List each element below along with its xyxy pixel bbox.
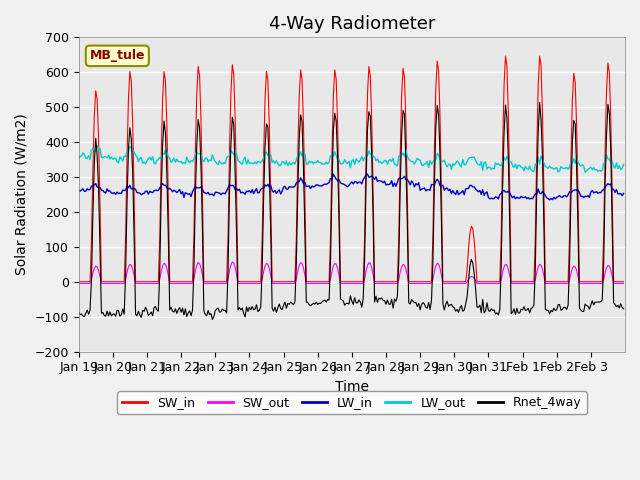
SW_out [465, 276, 472, 282]
SW_out [620, 281, 627, 287]
LW_out [95, 146, 102, 152]
Rnet_4way [75, 309, 83, 315]
LW_in [465, 186, 472, 192]
SW_out [228, 259, 236, 265]
Title: 4-Way Radiometer: 4-Way Radiometer [269, 15, 435, 33]
SW_in [463, 267, 471, 273]
Rnet_4way [547, 308, 555, 313]
SW_in [502, 53, 509, 59]
Text: MB_tule: MB_tule [90, 49, 145, 62]
SW_out [110, 281, 118, 287]
SW_out [546, 281, 554, 287]
Rnet_4way [93, 153, 101, 158]
LW_out [546, 163, 554, 169]
Line: SW_in: SW_in [79, 56, 623, 282]
Rnet_4way [620, 306, 627, 312]
Line: LW_in: LW_in [79, 174, 623, 200]
SW_in [620, 279, 627, 285]
Rnet_4way [536, 99, 543, 105]
SW_out [93, 264, 101, 270]
Y-axis label: Solar Radiation (W/m2): Solar Radiation (W/m2) [15, 114, 29, 276]
LW_in [355, 179, 363, 185]
Line: LW_out: LW_out [79, 145, 623, 172]
Rnet_4way [356, 300, 364, 305]
LW_in [364, 171, 371, 177]
LW_in [93, 184, 101, 190]
LW_in [546, 197, 554, 203]
SW_in [355, 279, 363, 285]
SW_in [93, 96, 101, 102]
Rnet_4way [209, 316, 216, 322]
LW_in [110, 190, 118, 195]
SW_in [75, 279, 83, 285]
Rnet_4way [110, 311, 118, 317]
SW_in [546, 279, 554, 285]
LW_out [581, 169, 589, 175]
LW_out [465, 156, 472, 162]
LW_in [620, 191, 627, 196]
LW_out [93, 143, 101, 148]
Line: Rnet_4way: Rnet_4way [79, 102, 623, 319]
Rnet_4way [618, 304, 626, 310]
LW_out [75, 156, 83, 161]
LW_out [618, 166, 626, 171]
SW_in [617, 279, 625, 285]
SW_out [356, 281, 364, 287]
Line: SW_out: SW_out [79, 262, 623, 284]
Rnet_4way [465, 278, 472, 284]
LW_out [620, 162, 627, 168]
LW_in [75, 187, 83, 193]
LW_in [547, 196, 555, 202]
SW_out [617, 281, 625, 287]
LW_out [356, 157, 364, 163]
LW_in [618, 193, 626, 199]
SW_in [110, 279, 118, 285]
X-axis label: Time: Time [335, 380, 369, 394]
LW_out [112, 155, 120, 161]
SW_out [75, 281, 83, 287]
Legend: SW_in, SW_out, LW_in, LW_out, Rnet_4way: SW_in, SW_out, LW_in, LW_out, Rnet_4way [117, 391, 587, 414]
